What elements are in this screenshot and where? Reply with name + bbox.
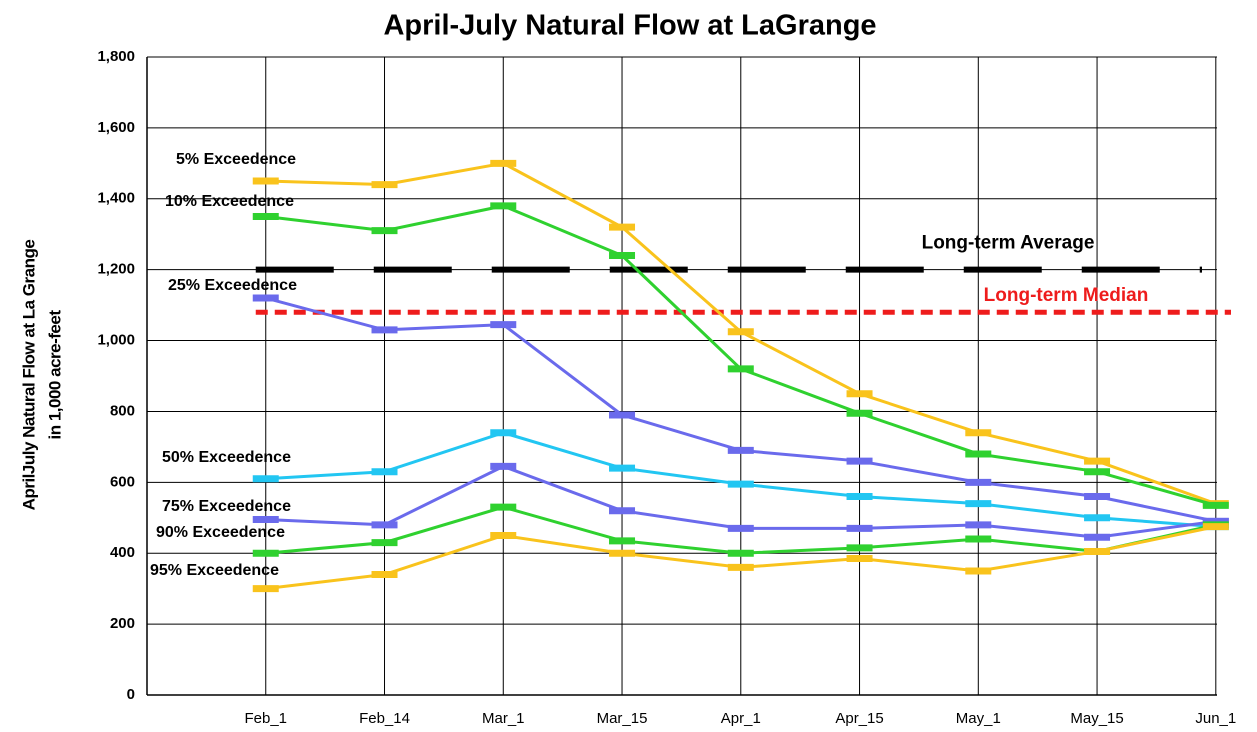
- y-tick-label: 0: [127, 686, 135, 703]
- series-label: 50% Exceedence: [162, 449, 291, 466]
- series-label: 95% Exceedence: [150, 562, 279, 579]
- y-tick-label: 1,800: [97, 48, 135, 65]
- y-tick-label: 1,600: [97, 119, 135, 136]
- x-tick-label: May_1: [956, 710, 1001, 727]
- x-tick-label: May_15: [1070, 710, 1123, 727]
- reference-label: Long-term Average: [922, 233, 1095, 254]
- y-tick-label: 1,400: [97, 190, 135, 207]
- y-tick-label: 1,200: [97, 261, 135, 278]
- chart-title: April-July Natural Flow at LaGrange: [383, 10, 876, 42]
- y-tick-label: 600: [110, 473, 135, 490]
- series-label: 90% Exceedence: [156, 524, 285, 541]
- y-axis-label-line: in 1,000 acre-feet: [45, 310, 64, 440]
- series-label: 75% Exceedence: [162, 498, 291, 515]
- x-tick-label: Mar_1: [482, 710, 525, 727]
- x-tick-label: Jun_1: [1195, 710, 1236, 727]
- x-tick-label: Mar_15: [597, 710, 648, 727]
- y-axis-label-line: AprilJuly Natural Flow at La Grange: [19, 240, 38, 511]
- x-tick-label: Feb_1: [244, 710, 287, 727]
- x-tick-label: Feb_14: [359, 710, 410, 727]
- reference-label: Long-term Median: [984, 285, 1149, 306]
- x-tick-label: Apr_1: [721, 710, 761, 727]
- x-tick-label: Apr_15: [835, 710, 883, 727]
- y-tick-label: 1,000: [97, 332, 135, 349]
- series-label: 25% Exceedence: [168, 277, 297, 294]
- y-tick-label: 200: [110, 615, 135, 632]
- series-label: 5% Exceedence: [176, 151, 296, 168]
- y-tick-label: 800: [110, 402, 135, 419]
- series-label: 10% Exceedence: [165, 193, 294, 210]
- y-axis-label: AprilJuly Natural Flow at La Grange in 1…: [19, 240, 64, 511]
- y-tick-label: 400: [110, 544, 135, 561]
